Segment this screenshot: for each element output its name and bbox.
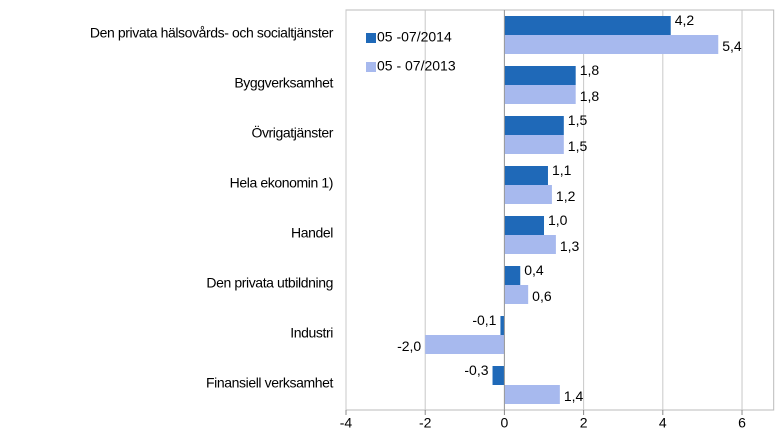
data-label: 0,4 [524, 262, 544, 278]
x-tick-label: -4 [340, 415, 353, 431]
data-label: 1,1 [552, 162, 572, 178]
data-label: 1,2 [556, 188, 576, 204]
bar [504, 185, 552, 204]
category-label: Finansiell verksamhet [206, 375, 333, 391]
legend-label: 05 -07/2014 [377, 29, 452, 45]
category-label: Hela ekonomin 1) [230, 175, 333, 191]
bar [504, 66, 576, 85]
category-label: Den privata hälsovårds- och socialtjänst… [90, 25, 334, 41]
x-tick-label: 2 [580, 415, 588, 431]
x-tick-label: 0 [501, 415, 509, 431]
bar [504, 385, 560, 404]
data-label: -2,0 [397, 338, 421, 354]
bar [504, 235, 556, 254]
bar [425, 335, 505, 354]
data-label: 1,4 [564, 388, 584, 404]
legend-swatch [366, 33, 376, 43]
data-label: 1,5 [568, 112, 588, 128]
bar [504, 16, 671, 35]
bar [504, 85, 576, 104]
bar [504, 266, 521, 285]
category-label: Byggverksamhet [234, 75, 333, 91]
bar [504, 116, 564, 135]
x-tick-label: 6 [738, 415, 746, 431]
category-label: Den privata utbildning [206, 275, 333, 291]
legend-label: 05 - 07/2013 [377, 58, 456, 74]
x-tick-label: 4 [659, 415, 667, 431]
data-label: -0,3 [464, 362, 488, 378]
data-label: 5,4 [722, 38, 742, 54]
x-tick-label: -2 [419, 415, 432, 431]
bar [504, 166, 548, 185]
data-label: 0,6 [532, 288, 552, 304]
bar [504, 285, 529, 304]
bar [504, 216, 545, 235]
data-label: 1,8 [580, 62, 600, 78]
data-label: 1,0 [548, 212, 568, 228]
bar [500, 316, 505, 335]
bar [504, 35, 719, 54]
data-label: 1,8 [580, 88, 600, 104]
legend-swatch [366, 62, 376, 72]
category-label: Övrigatjänster [251, 124, 333, 141]
category-label: Handel [291, 225, 333, 241]
bar [492, 366, 505, 385]
data-label: -0,1 [472, 312, 496, 328]
bar [504, 135, 564, 154]
data-label: 1,5 [568, 138, 588, 154]
data-label: 1,3 [560, 238, 580, 254]
category-label: Industri [290, 325, 333, 341]
data-label: 4,2 [675, 12, 695, 28]
